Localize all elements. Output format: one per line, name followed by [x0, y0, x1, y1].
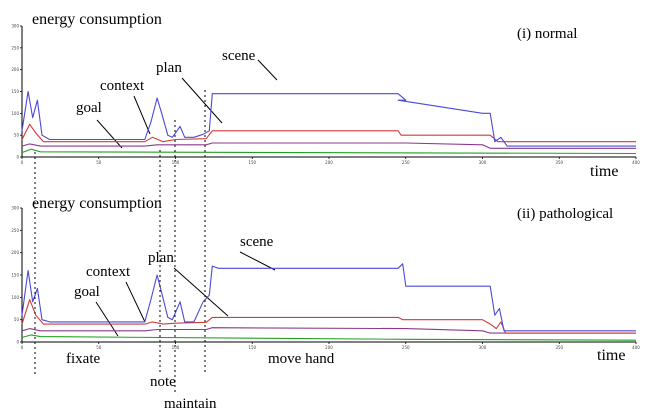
- series-line-context: [21, 142, 636, 149]
- x-tick-label: 50: [96, 345, 102, 350]
- ylabel-pathological: energy consumption: [32, 195, 162, 212]
- series-line-goal: [21, 334, 637, 341]
- phase-label-move-hand: move hand: [268, 351, 335, 367]
- leader-plan-normal: [181, 77, 223, 124]
- y-tick-label: 150: [11, 273, 19, 278]
- y-tick-label: 300: [11, 24, 19, 29]
- x-tick-label: 350: [555, 160, 563, 165]
- y-tick-label: 250: [11, 45, 19, 50]
- ylabel-normal: energy consumption: [32, 11, 162, 28]
- y-tick-label: 50: [14, 317, 20, 322]
- x-tick-label: 350: [555, 345, 563, 350]
- series-line-context: [21, 327, 636, 334]
- x-tick-label: 300: [479, 345, 487, 350]
- y-tick-label: 200: [11, 250, 19, 255]
- x-tick-label: 300: [479, 160, 487, 165]
- leader-context-pathological: [125, 281, 146, 323]
- y-tick-label: 300: [11, 206, 19, 211]
- xlabel-pathological: time: [597, 347, 625, 364]
- series-line-scene: [21, 90, 636, 147]
- phase-markers: fixate note maintain move hand: [34, 90, 335, 411]
- panel-pathological: energy consumption (ii) pathological tim…: [11, 195, 640, 364]
- x-tick-label: 0: [21, 345, 24, 350]
- series-line-plan: [21, 299, 636, 334]
- title-normal: (i) normal: [517, 26, 577, 42]
- xlabel-normal: time: [590, 163, 618, 180]
- plot-area-pathological: 0 50 100 150 200 250 300 350 400 0 50 100 150 200 250 3…: [11, 206, 640, 351]
- label-scene-normal: scene: [222, 48, 256, 64]
- label-goal-pathological: goal: [74, 284, 100, 300]
- y-tick-label: 50: [14, 133, 20, 138]
- x-tick-label: 400: [632, 160, 640, 165]
- x-tick-label: 50: [96, 160, 102, 165]
- y-tick-label: 0: [16, 340, 19, 345]
- series-line-goal: [21, 148, 637, 155]
- y-tick-label: 200: [11, 67, 19, 72]
- label-context-pathological: context: [86, 264, 131, 280]
- x-tick-label: 0: [21, 160, 24, 165]
- phase-label-maintain: maintain: [164, 396, 217, 411]
- leader-goal-normal: [96, 119, 123, 149]
- plot-area-normal: 0 50 100 150 200 250 300 350 400 0 50 100 150 200 250 3…: [11, 24, 640, 166]
- series-line-scene: [21, 263, 636, 332]
- leader-scene-normal: [257, 59, 278, 81]
- label-plan-pathological: plan: [148, 250, 174, 266]
- x-tick-label: 250: [402, 160, 410, 165]
- label-plan-normal: plan: [156, 60, 182, 76]
- x-tick-label: 100: [172, 345, 180, 350]
- label-goal-normal: goal: [76, 100, 102, 116]
- label-context-normal: context: [100, 78, 145, 94]
- panel-normal: energy consumption (i) normal time scene…: [11, 11, 640, 180]
- x-tick-label: 400: [632, 345, 640, 350]
- y-tick-label: 250: [11, 228, 19, 233]
- leader-context-normal: [133, 95, 151, 135]
- y-tick-label: 100: [11, 295, 19, 300]
- x-tick-label: 200: [325, 345, 333, 350]
- leader-scene-pathological: [239, 251, 276, 271]
- y-tick-label: 0: [16, 155, 19, 160]
- phase-label-fixate: fixate: [66, 351, 100, 367]
- label-scene-pathological: scene: [240, 234, 274, 250]
- x-tick-label: 200: [325, 160, 333, 165]
- x-tick-label: 150: [248, 160, 256, 165]
- y-tick-label: 150: [11, 89, 19, 94]
- x-tick-label: 250: [402, 345, 410, 350]
- x-tick-label: 150: [248, 345, 256, 350]
- leader-plan-pathological: [173, 267, 229, 317]
- series-line-plan: [21, 123, 636, 143]
- phase-label-note: note: [150, 374, 176, 390]
- x-tick-label: 100: [172, 160, 180, 165]
- title-pathological: (ii) pathological: [517, 206, 613, 222]
- y-tick-label: 100: [11, 111, 19, 116]
